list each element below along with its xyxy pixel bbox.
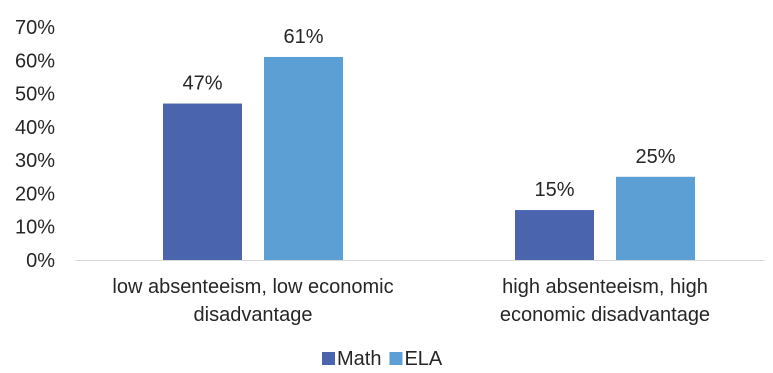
y-tick-label: 40% [15,117,55,139]
data-label-ela-2: 25% [635,146,675,168]
category-label: economic disadvantage [500,304,710,326]
y-tick-label: 20% [15,183,55,205]
data-label-math-2: 15% [534,179,574,201]
data-label-ela-1: 61% [283,26,323,48]
data-label-math-1: 47% [182,73,222,95]
bar-math-1 [163,103,242,260]
bar-math-2 [515,210,594,260]
bars-group [163,56,695,261]
category-label: high absenteeism, high [502,276,708,298]
legend-swatch-ela [389,352,403,365]
bar-ela-1 [264,56,343,261]
y-tick-label: 50% [15,84,55,106]
y-tick-label: 70% [15,17,55,39]
bar-ela-2 [616,176,695,260]
legend-label-math: Math [337,348,381,370]
legend: Math ELA [322,348,443,370]
legend-label-ela: ELA [404,348,442,370]
legend-swatch-math [322,352,335,365]
y-tick-label: 60% [15,50,55,72]
category-label: low absenteeism, low economic [112,276,393,298]
y-tick-label: 0% [26,250,55,272]
data-labels-group: 47% 61% 15% 25% [182,26,675,201]
category-label: disadvantage [194,304,313,326]
y-tick-label: 30% [15,150,55,172]
y-tick-label: 10% [15,217,55,239]
category-labels-group: low absenteeism, low economic disadvantag… [112,276,710,326]
y-axis-ticks: 0% 10% 20% 30% 40% 50% 60% 70% [15,17,55,272]
